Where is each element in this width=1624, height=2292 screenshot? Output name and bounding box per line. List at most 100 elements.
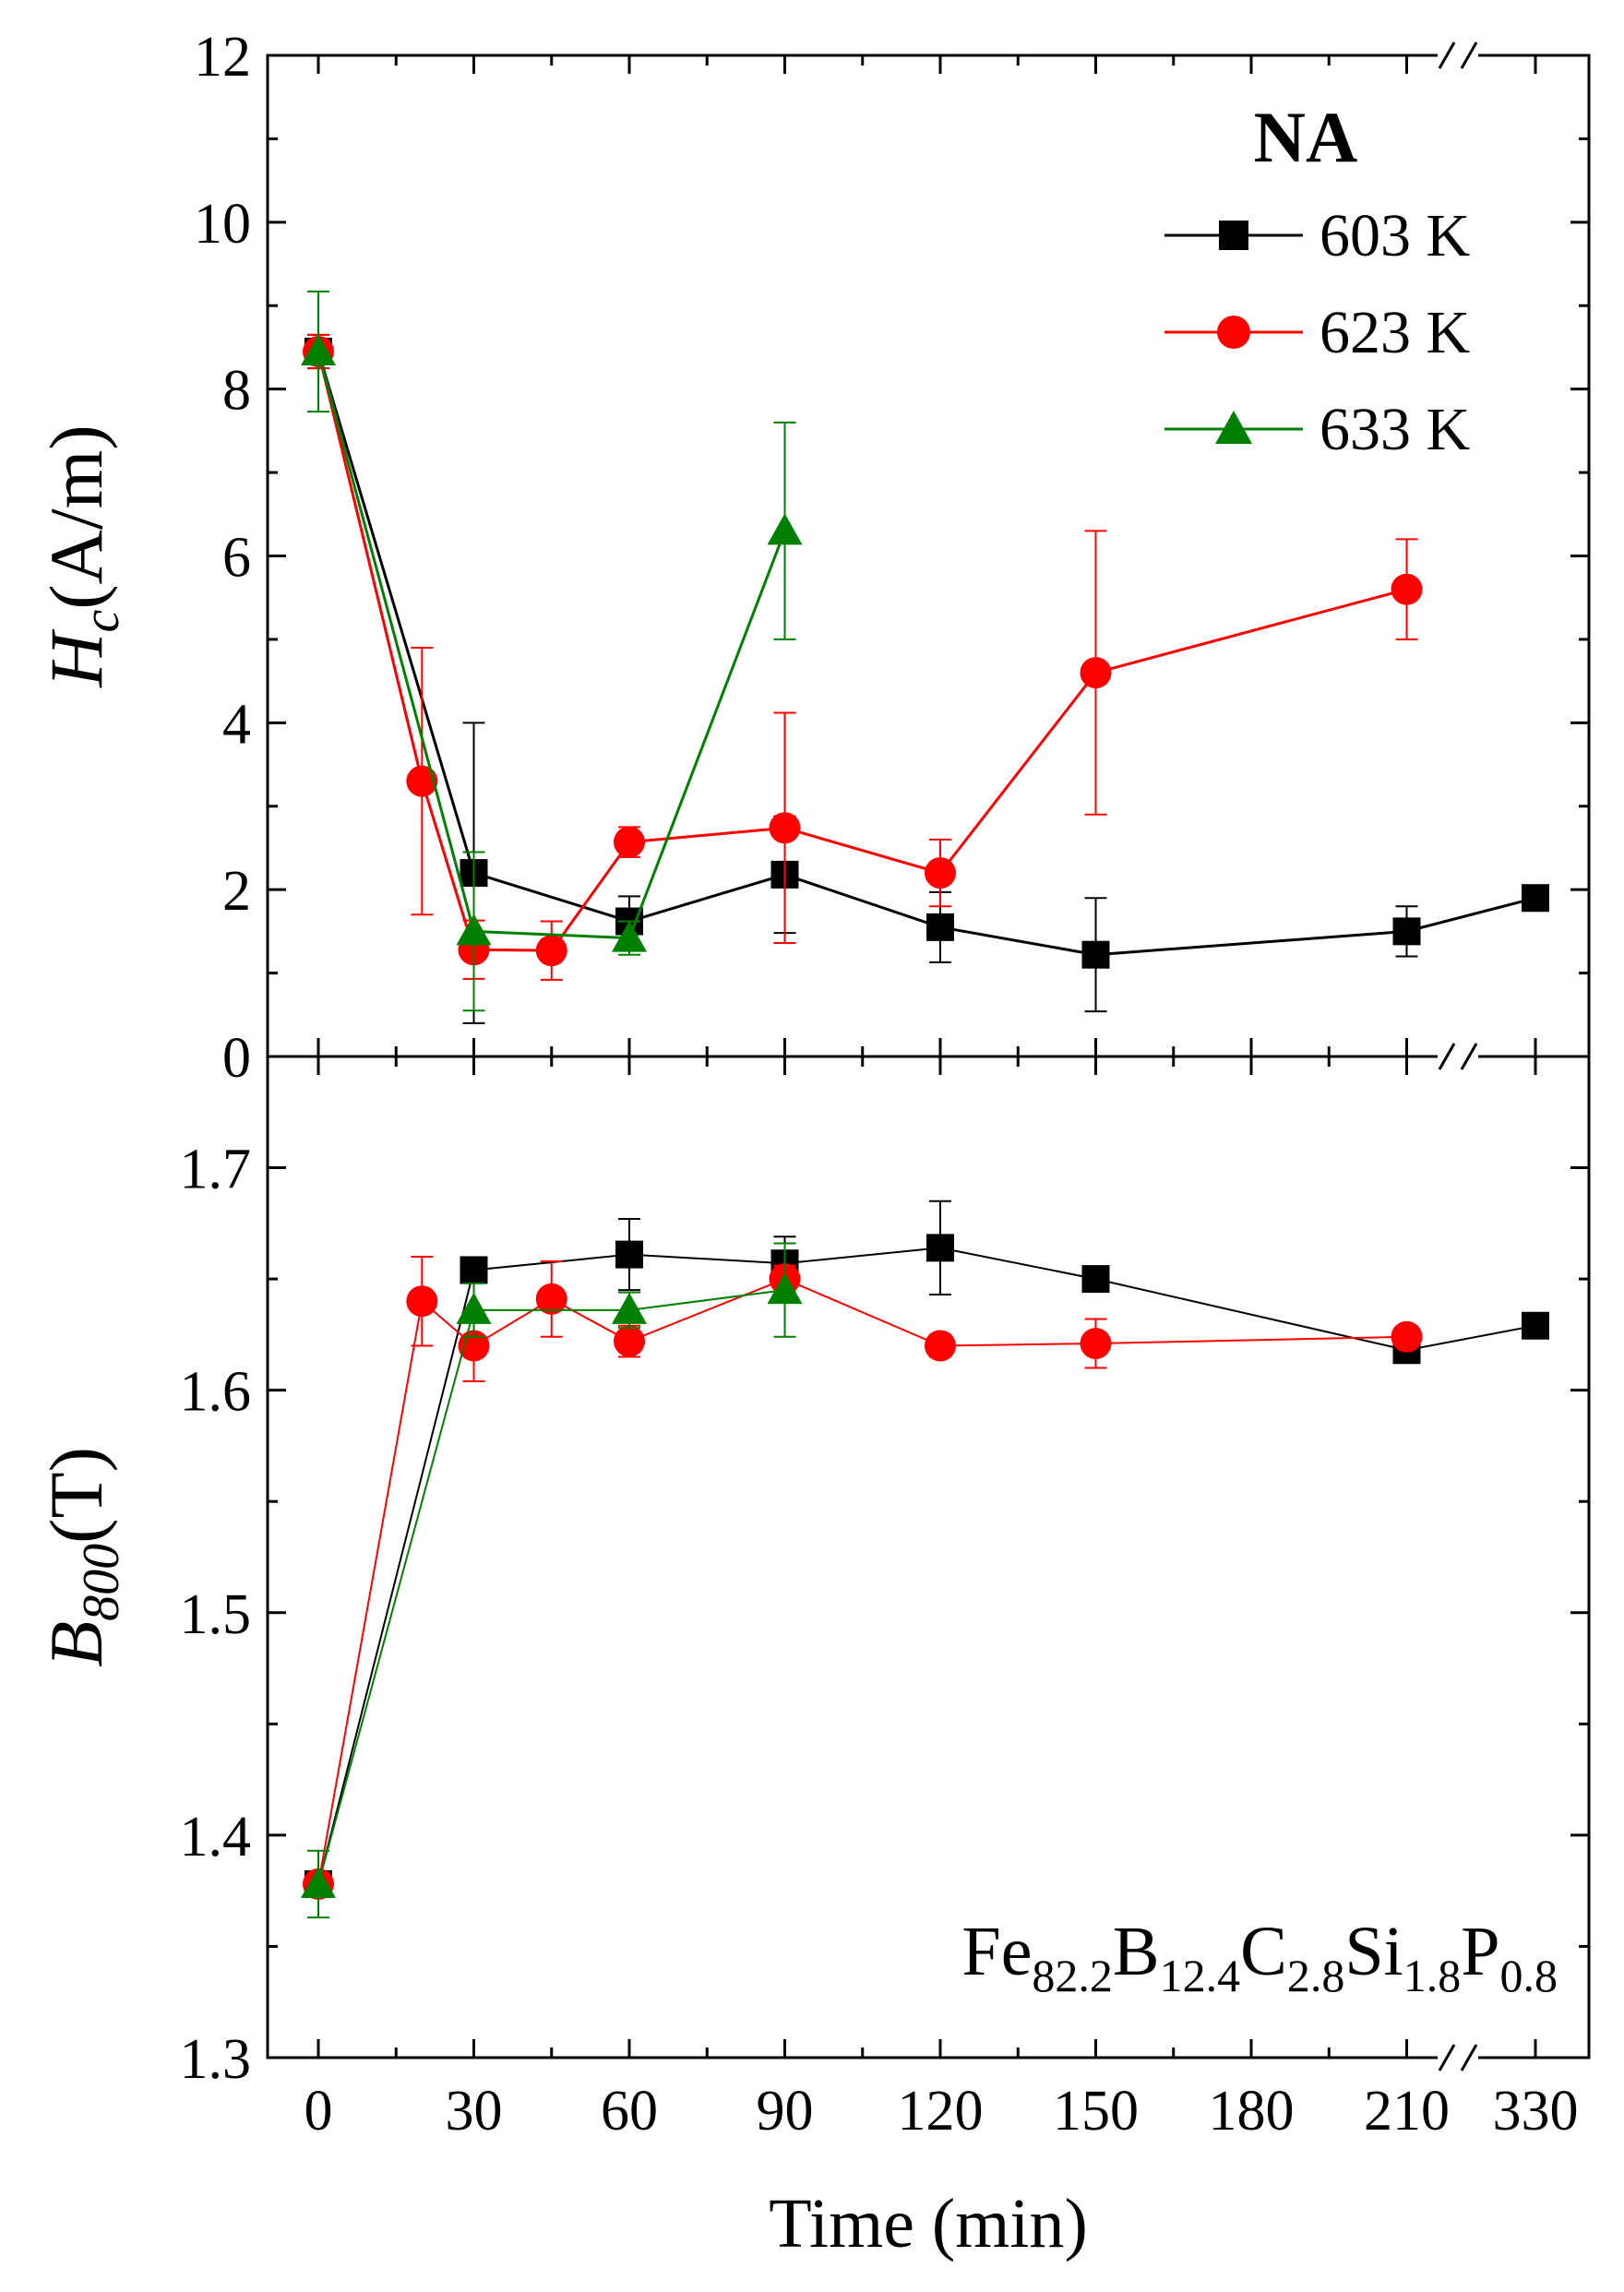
legend: NA 603 K 623 K 633 K	[1164, 97, 1470, 463]
top-y-tick-label: 8	[222, 360, 251, 423]
x-tick-label: 90	[757, 2080, 814, 2143]
top-point-633-k	[767, 513, 803, 545]
axis-break-middle	[1438, 1043, 1478, 1070]
axis-break-top-slash	[1438, 42, 1456, 69]
legend-label: 603 K	[1320, 202, 1470, 269]
composition-element: Si	[1344, 1913, 1403, 1990]
top-series-633-k	[301, 290, 803, 1012]
top-y-tick-label: 12	[194, 26, 251, 89]
x-tick-label: 60	[601, 2080, 658, 2143]
bottom-point-623-k	[1391, 1320, 1423, 1353]
top-y-axis-label-symbol: H	[34, 629, 118, 688]
x-tick-label: 30	[446, 2080, 503, 2143]
top-point-623-k	[535, 935, 567, 967]
top-point-623-k	[769, 812, 801, 844]
bottom-point-623-k	[535, 1283, 567, 1315]
bottom-y-axis-label: B800(T)	[34, 1447, 130, 1667]
bottom-y-axis-label-unit: (T)	[34, 1447, 118, 1544]
bottom-point-603-k	[926, 1234, 954, 1262]
bottom-y-tick-label: 1.7	[180, 1139, 252, 1201]
top-y-tick-label: 4	[222, 693, 251, 756]
bottom-point-623-k	[925, 1330, 956, 1362]
top-point-603-k	[1392, 917, 1421, 946]
legend-marker	[1217, 316, 1250, 349]
bottom-point-623-k	[406, 1285, 438, 1318]
top-line-603-k	[316, 351, 1536, 957]
x-tick-label: 0	[304, 2080, 333, 2143]
axis-break-bottom-slash	[1438, 2044, 1456, 2071]
top-point-633-k	[301, 333, 336, 365]
composition-element: B	[1113, 1913, 1160, 1990]
legend-label: 633 K	[1320, 396, 1470, 463]
top-point-633-k	[612, 920, 647, 952]
composition-element: P	[1461, 1913, 1499, 1990]
x-tick-label: 120	[898, 2080, 984, 2143]
bottom-point-603-k	[460, 1256, 488, 1284]
axis-break-middle-slash	[1460, 1043, 1478, 1070]
bottom-point-623-k	[1080, 1328, 1112, 1360]
bottom-y-tick-label: 1.6	[180, 1361, 252, 1424]
composition-element: C	[1240, 1913, 1287, 1990]
bottom-point-603-k	[615, 1240, 643, 1269]
top-series-623-k	[303, 333, 1423, 981]
composition-annotation: Fe82.2B12.4C2.8Si1.8P0.8	[961, 1913, 1558, 2001]
x-axis-label: Time (min)	[769, 2185, 1088, 2262]
top-y-axis-label-unit: (A/m)	[34, 424, 118, 609]
bottom-series-623-k	[303, 1256, 1423, 1900]
top-y-tick-label: 0	[222, 1027, 251, 1090]
bottom-y-axis-label-symbol: B	[34, 1621, 118, 1667]
legend-label: 623 K	[1320, 299, 1470, 366]
legend-marker	[1215, 411, 1252, 444]
top-point-603-k	[1081, 940, 1110, 969]
axis-break-bottom-gap	[1438, 2045, 1478, 2071]
axis-break-top	[1438, 42, 1478, 69]
top-point-623-k	[1391, 573, 1423, 605]
bottom-line-633-k	[317, 1289, 785, 1885]
top-y-tick-label: 6	[222, 527, 251, 590]
top-point-623-k	[406, 765, 438, 797]
top-point-623-k	[1080, 657, 1112, 689]
axis-break-middle-slash	[1438, 1043, 1456, 1070]
axis-break-bottom	[1438, 2044, 1478, 2071]
bottom-y-axis-label-subscript: 800	[73, 1544, 130, 1621]
bottom-y-tick-label: 1.5	[180, 1583, 252, 1646]
axis-break-top-gap	[1438, 42, 1478, 68]
top-y-axis-label: Hc(A/m)	[34, 424, 130, 687]
top-point-633-k	[456, 913, 492, 946]
composition-subscript: 0.8	[1500, 1950, 1558, 2001]
legend-marker	[1219, 221, 1248, 250]
top-line-633-k	[316, 351, 786, 940]
top-y-tick-label: 2	[222, 860, 251, 923]
bottom-point-633-k	[301, 1866, 336, 1898]
axis-break-middle-gap	[1438, 1044, 1478, 1069]
bottom-point-633-k	[612, 1292, 647, 1324]
top-point-623-k	[925, 857, 956, 889]
axis-break-bottom-slash	[1460, 2044, 1478, 2071]
bottom-series-633-k	[301, 1242, 803, 1919]
bottom-point-603-k	[1081, 1265, 1110, 1294]
axis-break-top-slash	[1460, 42, 1478, 69]
composition-subscript: 82.2	[1032, 1950, 1113, 2001]
composition-subscript: 2.8	[1287, 1950, 1345, 2001]
bottom-y-tick-label: 1.4	[180, 1806, 252, 1868]
x-tick-label: 150	[1053, 2080, 1139, 2143]
composition-subscript: 1.8	[1403, 1950, 1462, 2001]
top-point-623-k	[614, 826, 645, 858]
composition-subscript: 12.4	[1160, 1950, 1241, 2001]
legend-title: NA	[1254, 97, 1358, 177]
x-tick-label: 330	[1493, 2080, 1579, 2143]
bottom-point-633-k	[456, 1292, 492, 1324]
bottom-series-603-k	[304, 1200, 1549, 1898]
bottom-line-623-k	[317, 1278, 1407, 1885]
x-tick-label: 210	[1364, 2080, 1450, 2143]
bottom-y-tick-label: 1.3	[180, 2028, 252, 2091]
top-point-603-k	[926, 913, 954, 941]
top-point-603-k	[1522, 884, 1549, 913]
top-y-tick-label: 10	[194, 193, 251, 256]
x-tick-label: 180	[1209, 2080, 1295, 2143]
bottom-plot-frame	[266, 1055, 1591, 2059]
bottom-point-623-k	[614, 1325, 645, 1357]
top-y-axis-label-subscript: c	[73, 610, 130, 633]
bottom-point-633-k	[767, 1272, 803, 1305]
